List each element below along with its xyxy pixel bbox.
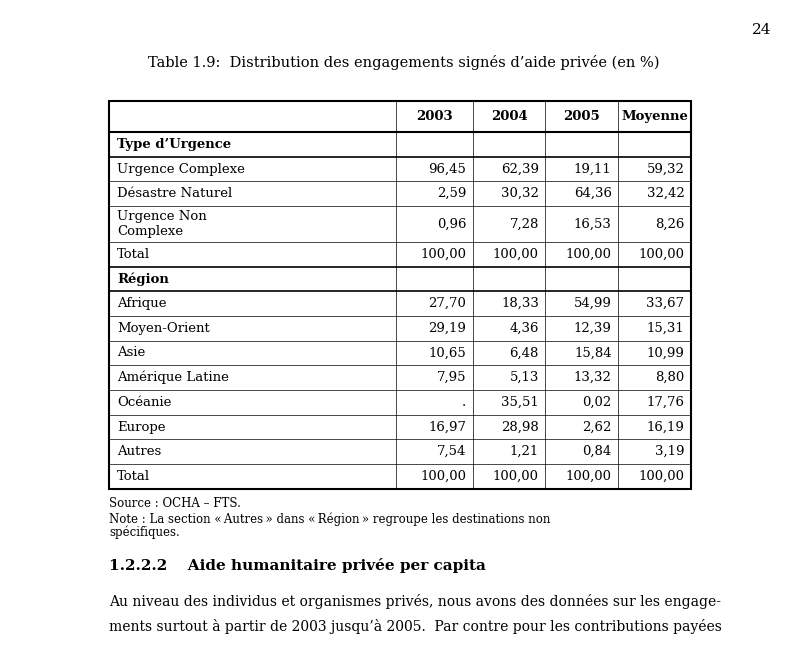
Text: 2005: 2005 (563, 110, 600, 123)
Text: 8,80: 8,80 (655, 371, 684, 384)
Text: 3,19: 3,19 (654, 445, 684, 458)
Text: 100,00: 100,00 (638, 470, 684, 483)
Text: 1,21: 1,21 (510, 445, 539, 458)
Text: 35,51: 35,51 (501, 396, 539, 409)
Text: Désastre Naturel: Désastre Naturel (117, 187, 233, 200)
Text: 100,00: 100,00 (566, 470, 612, 483)
Text: Source : OCHA – FTS.: Source : OCHA – FTS. (109, 497, 241, 510)
Text: 28,98: 28,98 (501, 421, 539, 434)
Text: Urgence Non
Complexe: Urgence Non Complexe (117, 210, 207, 238)
Text: 16,53: 16,53 (574, 218, 612, 231)
Text: 8,26: 8,26 (655, 218, 684, 231)
Text: 13,32: 13,32 (574, 371, 612, 384)
Text: 15,84: 15,84 (574, 346, 612, 359)
Text: 4,36: 4,36 (509, 322, 539, 335)
Text: Asie: Asie (117, 346, 145, 359)
Text: 29,19: 29,19 (428, 322, 466, 335)
Text: 16,19: 16,19 (646, 421, 684, 434)
Text: 27,70: 27,70 (428, 297, 466, 310)
Text: Note : La section « Autres » dans « Région » regroupe les destinations non: Note : La section « Autres » dans « Régi… (109, 513, 550, 526)
Text: 10,65: 10,65 (428, 346, 466, 359)
Text: .: . (462, 396, 466, 409)
Text: 2004: 2004 (490, 110, 528, 123)
Text: 100,00: 100,00 (420, 470, 466, 483)
Text: Table 1.9:  Distribution des engagements signés d’aide privée (en %): Table 1.9: Distribution des engagements … (148, 55, 660, 70)
Text: 2,62: 2,62 (583, 421, 612, 434)
Text: 59,32: 59,32 (646, 162, 684, 176)
Text: 0,84: 0,84 (583, 445, 612, 458)
Text: Total: Total (117, 248, 150, 261)
Text: 18,33: 18,33 (501, 297, 539, 310)
Text: 6,48: 6,48 (510, 346, 539, 359)
Text: 7,28: 7,28 (510, 218, 539, 231)
Text: Au niveau des individus et organismes privés, nous avons des données sur les eng: Au niveau des individus et organismes pr… (109, 594, 721, 609)
Text: 100,00: 100,00 (493, 248, 539, 261)
Text: Total: Total (117, 470, 150, 483)
Text: Type d’Urgence: Type d’Urgence (117, 138, 231, 151)
Text: 17,76: 17,76 (646, 396, 684, 409)
Text: Océanie: Océanie (117, 396, 171, 409)
Text: Europe: Europe (117, 421, 166, 434)
Text: 30,32: 30,32 (501, 187, 539, 200)
Text: 19,11: 19,11 (574, 162, 612, 176)
Text: 96,45: 96,45 (428, 162, 466, 176)
Text: Région: Région (117, 272, 169, 285)
Text: Afrique: Afrique (117, 297, 166, 310)
Text: 1.2.2.2   Aide humanitaire privée per capita: 1.2.2.2 Aide humanitaire privée per capi… (109, 558, 486, 573)
Text: 2,59: 2,59 (437, 187, 466, 200)
Text: Autres: Autres (117, 445, 162, 458)
Text: 10,99: 10,99 (646, 346, 684, 359)
Text: 15,31: 15,31 (646, 322, 684, 335)
Text: 100,00: 100,00 (638, 248, 684, 261)
Text: 2003: 2003 (416, 110, 452, 123)
Text: 100,00: 100,00 (420, 248, 466, 261)
Text: Urgence Complexe: Urgence Complexe (117, 162, 245, 176)
Text: 62,39: 62,39 (501, 162, 539, 176)
Text: 64,36: 64,36 (574, 187, 612, 200)
Text: spécifiques.: spécifiques. (109, 526, 180, 540)
Text: Moyen-Orient: Moyen-Orient (117, 322, 210, 335)
Text: 12,39: 12,39 (574, 322, 612, 335)
Text: 100,00: 100,00 (493, 470, 539, 483)
Text: 24: 24 (752, 23, 772, 37)
Text: 54,99: 54,99 (574, 297, 612, 310)
Text: 0,02: 0,02 (583, 396, 612, 409)
Text: 5,13: 5,13 (510, 371, 539, 384)
Text: 0,96: 0,96 (436, 218, 466, 231)
Text: 100,00: 100,00 (566, 248, 612, 261)
Text: 32,42: 32,42 (646, 187, 684, 200)
Text: 7,95: 7,95 (436, 371, 466, 384)
Text: 16,97: 16,97 (428, 421, 466, 434)
Text: Amérique Latine: Amérique Latine (117, 371, 229, 384)
Text: 33,67: 33,67 (646, 297, 684, 310)
Text: ments surtout à partir de 2003 jusqu’à 2005.  Par contre pour les contributions : ments surtout à partir de 2003 jusqu’à 2… (109, 619, 722, 634)
Text: 7,54: 7,54 (437, 445, 466, 458)
Text: Moyenne: Moyenne (621, 110, 688, 123)
